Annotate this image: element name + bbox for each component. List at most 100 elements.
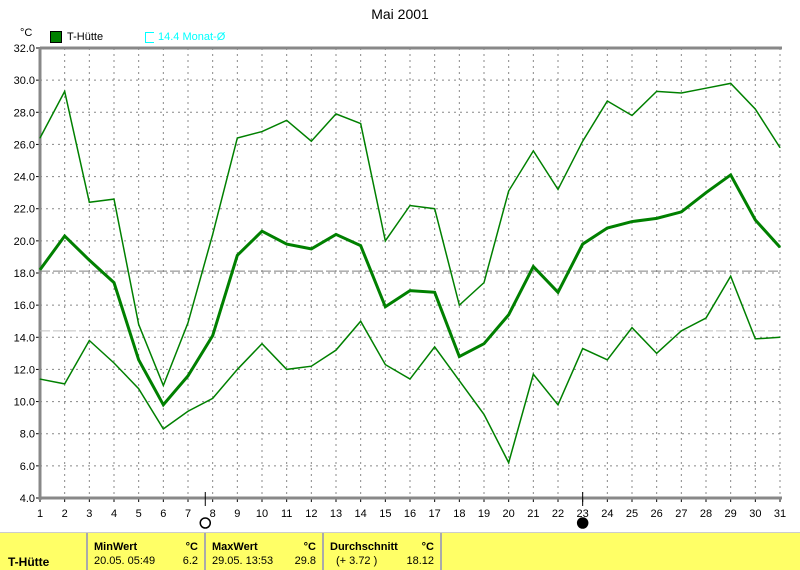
x-tick-label: 31	[774, 508, 786, 520]
data-point-max	[212, 233, 214, 235]
avg-value: 18.12	[406, 555, 434, 567]
data-point-min	[606, 359, 608, 361]
max-unit: °C	[303, 541, 316, 553]
data-point-min	[730, 275, 732, 277]
x-tick-label: 13	[330, 508, 342, 520]
data-point-mean	[557, 291, 559, 293]
data-point-max	[705, 87, 707, 89]
data-point-min	[236, 368, 238, 370]
data-point-min	[162, 428, 164, 430]
data-point-min	[631, 327, 633, 329]
data-point-max	[261, 131, 263, 133]
x-tick-label: 6	[160, 508, 166, 520]
x-tick-label: 23	[577, 508, 589, 520]
min-value: 6.2	[182, 555, 198, 567]
data-point-max	[409, 205, 411, 206]
data-point-max	[39, 137, 41, 139]
x-tick-label: 30	[749, 508, 761, 520]
data-point-mean	[39, 269, 41, 271]
legend-swatch	[50, 31, 62, 43]
x-tick-label: 21	[527, 508, 539, 520]
data-point-max	[162, 385, 164, 386]
series-line-min	[39, 274, 781, 465]
y-tick-label: 20.0	[14, 236, 35, 248]
data-point-mean	[458, 356, 460, 358]
data-point-mean	[212, 335, 214, 337]
data-point-mean	[187, 375, 189, 377]
data-point-max	[483, 282, 485, 284]
data-point-mean	[113, 282, 115, 284]
data-point-max	[779, 147, 781, 149]
stats-max-cell: MaxWert °C 29.05. 13:53 29.8	[206, 533, 324, 570]
data-point-mean	[606, 227, 608, 229]
x-tick-label: 29	[725, 508, 737, 520]
data-point-min	[335, 349, 337, 351]
min-time: 20.05. 05:49	[94, 555, 156, 567]
x-tick-label: 25	[626, 508, 638, 520]
y-tick-label: 16.0	[14, 300, 35, 312]
data-point-mean	[508, 314, 510, 316]
avg-label: Durchschnitt	[330, 541, 398, 553]
data-point-min	[212, 397, 214, 399]
data-point-max	[730, 82, 732, 84]
y-tick-label: 4.0	[20, 493, 35, 505]
series-line-mean	[38, 172, 782, 408]
x-tick-label: 19	[478, 508, 490, 520]
chart-title: Mai 2001	[371, 6, 429, 22]
x-tick-label: 28	[700, 508, 712, 520]
x-tick-label: 22	[552, 508, 564, 520]
data-point-mean	[360, 245, 362, 247]
data-point-mean	[409, 290, 411, 292]
full-moon-icon	[199, 517, 212, 529]
data-point-min	[64, 383, 66, 385]
data-point-mean	[286, 243, 288, 245]
data-point-mean	[631, 221, 633, 223]
data-point-mean	[434, 291, 436, 293]
data-point-min	[483, 413, 485, 415]
legend-average[interactable]: 14.4 Monat-Ø	[145, 31, 225, 43]
x-tick-label: 4	[111, 508, 117, 520]
data-point-min	[310, 365, 312, 367]
min-unit: °C	[185, 541, 198, 553]
data-point-mean	[483, 343, 485, 345]
new-moon-icon	[576, 517, 589, 529]
data-point-max	[754, 108, 756, 110]
avg-unit: °C	[421, 541, 434, 553]
data-point-max	[113, 198, 115, 200]
stats-min-cell: MinWert °C 20.05. 05:49 6.2	[88, 533, 206, 570]
data-point-min	[138, 388, 140, 390]
data-point-min	[557, 404, 559, 406]
x-tick-label: 15	[379, 508, 391, 520]
data-point-max	[286, 119, 288, 121]
data-point-max	[434, 208, 436, 210]
data-point-mean	[384, 306, 386, 308]
x-tick-label: 1	[37, 508, 43, 520]
data-point-min	[705, 317, 707, 319]
x-tick-label: 10	[256, 508, 268, 520]
data-point-mean	[335, 233, 337, 235]
data-point-min	[261, 343, 263, 345]
x-tick-label: 17	[429, 508, 441, 520]
data-point-min	[582, 348, 584, 350]
data-point-mean	[261, 230, 263, 232]
data-point-mean	[138, 359, 140, 361]
x-tick-label: 9	[234, 508, 240, 520]
y-tick-label: 14.0	[14, 332, 35, 344]
stats-series-name: T-Hütte	[8, 555, 50, 569]
data-point-min	[458, 380, 460, 382]
data-point-mean	[162, 404, 164, 406]
y-tick-label: 12.0	[14, 364, 35, 376]
x-tick-label: 2	[62, 508, 68, 520]
min-label: MinWert	[94, 541, 138, 553]
data-point-max	[557, 188, 559, 190]
data-point-max	[508, 190, 510, 192]
data-point-max	[631, 115, 633, 116]
data-point-min	[39, 378, 41, 380]
legend-series[interactable]: T-Hütte	[50, 31, 103, 43]
y-tick-label: 18.0	[14, 268, 35, 280]
stats-series-cell: T-Hütte	[0, 533, 88, 570]
legend-average-label: 14.4 Monat-Ø	[158, 31, 226, 43]
stats-avg-cell: Durchschnitt °C (+ 3.72 ) 18.12	[324, 533, 442, 570]
x-tick-label: 14	[355, 508, 367, 520]
data-point-max	[532, 150, 534, 152]
